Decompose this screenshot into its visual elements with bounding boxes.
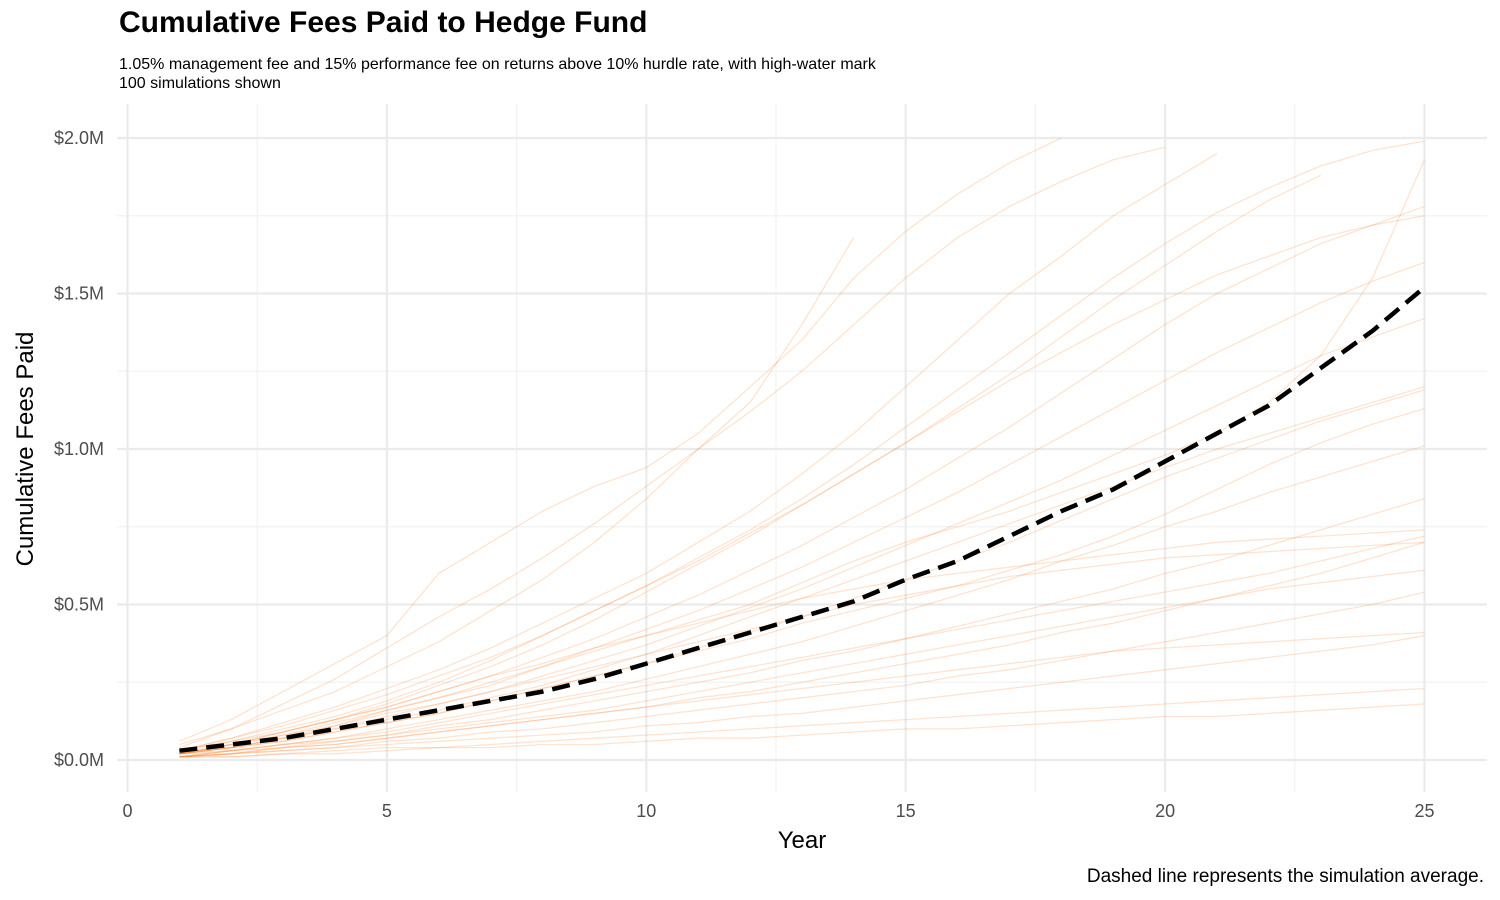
x-tick-label: 10	[636, 801, 656, 821]
simulation-line	[179, 153, 1218, 752]
simulation-line	[179, 687, 1425, 758]
y-axis-title: Cumulative Fees Paid	[12, 332, 39, 567]
simulation-line	[179, 159, 1426, 755]
y-tick-label: $0.5M	[54, 595, 104, 615]
y-axis-ticks: $0.0M $0.5M $1.0M $1.5M $2.0M	[54, 128, 104, 770]
x-axis-title: Year	[778, 827, 827, 854]
simulation-line	[179, 146, 1166, 749]
simulation-line	[179, 140, 1425, 752]
simulation-line	[179, 317, 1425, 755]
simulation-line	[179, 215, 1425, 755]
y-tick-label: $2.0M	[54, 128, 104, 148]
x-tick-label: 5	[382, 801, 392, 821]
simulation-line	[179, 407, 1425, 755]
x-tick-label: 20	[1155, 801, 1175, 821]
simulation-line	[179, 569, 1425, 758]
simulation-line	[179, 445, 1425, 755]
gridlines	[117, 104, 1487, 792]
y-tick-label: $1.0M	[54, 439, 104, 459]
simulation-line	[179, 535, 1425, 758]
x-tick-label: 25	[1414, 801, 1434, 821]
simulation-line	[179, 591, 1425, 758]
simulation-line	[179, 634, 1425, 758]
chart-title: Cumulative Fees Paid to Hedge Fund	[119, 6, 648, 39]
x-axis-ticks: 0 5 10 15 20 25	[122, 801, 1434, 821]
y-tick-label: $1.5M	[54, 284, 104, 304]
y-tick-label: $0.0M	[54, 750, 104, 770]
average-line-group	[179, 285, 1426, 753]
simulation-line	[179, 386, 1425, 755]
simulation-line	[179, 529, 1425, 752]
simulation-line	[179, 703, 1425, 758]
simulation-line	[179, 541, 1425, 758]
simulation-line	[179, 174, 1321, 752]
simulation-line	[179, 237, 855, 746]
simulation-line	[179, 205, 1425, 755]
x-tick-label: 0	[122, 801, 132, 821]
subtitle-line-1: 1.05% management fee and 15% performance…	[119, 56, 876, 73]
chart-subtitle: 1.05% management fee and 15% performance…	[119, 55, 876, 93]
simulation-line	[179, 261, 1425, 755]
average-line	[179, 285, 1426, 753]
chart-caption: Dashed line represents the simulation av…	[1086, 866, 1484, 887]
x-tick-label: 15	[896, 801, 916, 821]
simulation-line	[179, 137, 1062, 742]
simulation-line	[179, 498, 1425, 758]
simulation-line	[179, 631, 1425, 758]
subtitle-line-2: 100 simulations shown	[119, 75, 281, 92]
simulation-lines	[179, 137, 1426, 758]
